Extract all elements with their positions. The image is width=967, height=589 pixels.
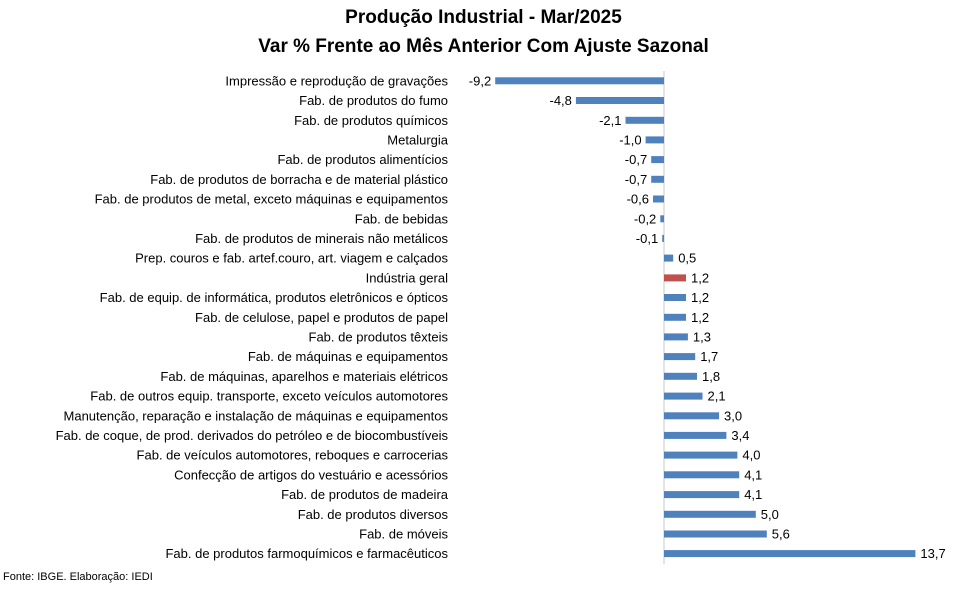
data-label: -0,7 [625, 172, 647, 187]
category-label: Impressão e reprodução de gravações [225, 73, 448, 88]
data-label: -0,1 [636, 231, 658, 246]
category-label: Prep. couros e fab. artef.couro, art. vi… [135, 251, 448, 266]
bar [664, 254, 674, 262]
data-label: 4,1 [744, 467, 762, 482]
data-label: 1,8 [702, 369, 720, 384]
chart-subtitle: Var % Frente ao Mês Anterior Com Ajuste … [258, 36, 709, 57]
bar [664, 294, 686, 301]
bar [625, 116, 664, 124]
data-label: 3,0 [724, 408, 742, 423]
category-label: Indústria geral [366, 270, 448, 285]
category-label: Fab. de produtos químicos [294, 113, 448, 128]
category-label: Fab. de máquinas, aparelhos e materiais … [160, 369, 448, 384]
bar [645, 136, 664, 144]
category-label: Metalurgia [387, 132, 448, 147]
bar [664, 451, 738, 459]
category-label: Fab. de equip. de informática, produtos … [100, 290, 449, 305]
bar [664, 353, 696, 361]
data-label: -4,8 [549, 93, 571, 108]
data-label: -1,0 [619, 132, 641, 147]
data-label: 1,2 [691, 310, 709, 325]
category-label: Fab. de celulose, papel e produtos de pa… [195, 310, 448, 325]
data-label: 3,4 [731, 428, 749, 443]
data-label: 5,6 [772, 527, 790, 542]
bar [664, 274, 686, 282]
bar [664, 550, 916, 558]
category-label: Fab. de produtos alimentícios [277, 152, 448, 167]
data-label: 1,2 [691, 270, 709, 285]
data-label: -0,6 [627, 192, 649, 207]
data-label: 0,5 [678, 251, 696, 266]
bar [651, 156, 664, 164]
data-label: 1,2 [691, 290, 709, 305]
category-label: Manutenção, reparação e instalação de má… [64, 408, 449, 423]
bar [664, 491, 740, 499]
bar [664, 431, 727, 439]
data-label: -0,2 [634, 211, 656, 226]
chart-title: Produção Industrial - Mar/2025 [345, 7, 622, 28]
category-label: Fab. de máquinas e equipamentos [248, 349, 449, 364]
category-label: Fab. de produtos de minerais não metálic… [195, 231, 448, 246]
category-label: Fab. de produtos de madeira [281, 487, 449, 502]
data-label: -9,2 [469, 73, 491, 88]
category-label: Fab. de produtos do fumo [299, 93, 448, 108]
bar [664, 510, 756, 518]
category-label: Fab. de produtos de borracha e de materi… [150, 172, 448, 187]
category-label: Fab. de outros equip. transporte, exceto… [90, 389, 448, 404]
bar [664, 471, 740, 479]
data-label: 4,1 [744, 487, 762, 502]
data-label: 13,7 [920, 546, 945, 561]
category-label: Confecção de artigos do vestuário e aces… [174, 467, 448, 482]
category-label: Fab. de produtos diversos [298, 507, 449, 522]
category-label: Fab. de produtos têxteis [309, 329, 449, 344]
bar [664, 333, 688, 341]
bar [495, 77, 664, 85]
data-label: 5,0 [761, 507, 779, 522]
bar [664, 530, 767, 538]
category-label: Fab. de bebidas [355, 211, 449, 226]
bar [575, 97, 664, 104]
bar [664, 412, 720, 420]
bar [662, 234, 664, 242]
source-note: Fonte: IBGE. Elaboração: IEDI [3, 571, 153, 583]
data-label: 1,7 [700, 349, 718, 364]
bar [664, 313, 686, 321]
data-label: 4,0 [742, 448, 760, 463]
category-label: Fab. de veículos automotores, reboques e… [137, 448, 449, 463]
bar [653, 195, 664, 203]
data-label: -0,7 [625, 152, 647, 167]
bar [664, 372, 697, 380]
bar [651, 175, 664, 183]
data-label: -2,1 [599, 113, 621, 128]
category-label: Fab. de coque, de prod. derivados do pet… [56, 428, 449, 443]
data-label: 1,3 [693, 329, 711, 344]
category-label: Fab. de produtos de metal, exceto máquin… [95, 192, 449, 207]
data-label: 2,1 [708, 389, 726, 404]
category-label: Fab. de móveis [359, 527, 448, 542]
category-label: Fab. de produtos farmoquímicos e farmacê… [165, 546, 448, 561]
bar [660, 215, 664, 223]
bar [664, 392, 703, 400]
